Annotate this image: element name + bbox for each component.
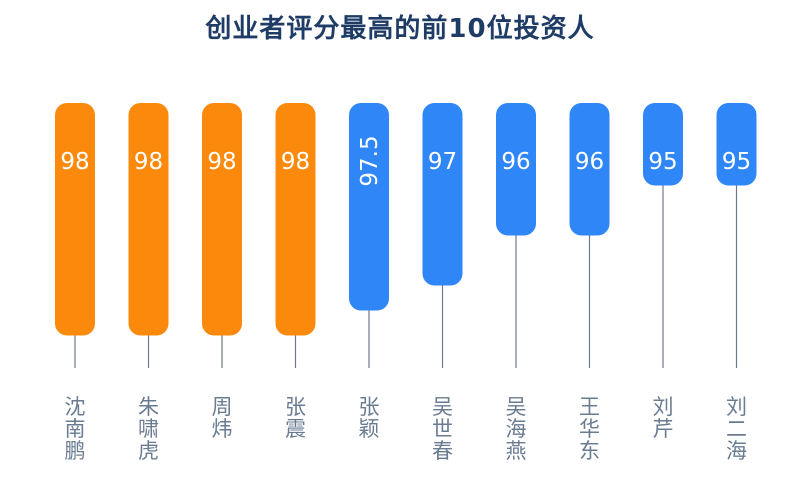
category-label: 张颖 (359, 395, 380, 441)
bar (569, 103, 610, 236)
category-label: 张震 (285, 395, 306, 441)
category-label: 刘芹 (653, 395, 674, 441)
category-label: 朱啸虎 (138, 395, 159, 463)
category-label: 吴海燕 (506, 395, 527, 463)
chart-title: 创业者评分最高的前10位投资人 (205, 14, 595, 44)
bar (422, 103, 463, 286)
bar (716, 103, 757, 186)
bar-value-label: 98 (281, 149, 310, 175)
bar (349, 103, 389, 311)
category-label: 刘二海 (726, 395, 747, 463)
bar-value-label: 98 (60, 149, 89, 175)
category-label: 王华东 (579, 395, 600, 463)
bar (496, 103, 536, 236)
bar (55, 103, 95, 336)
bar-value-label: 95 (722, 149, 751, 175)
bar (275, 103, 316, 336)
category-label: 沈南鹏 (65, 395, 86, 463)
bar-value-label: 96 (575, 149, 604, 175)
bar-value-label: 97.5 (357, 135, 383, 186)
category-label: 吴世春 (432, 395, 453, 463)
bar (202, 103, 242, 336)
bar-value-label: 97 (428, 149, 457, 175)
bar-value-label: 95 (648, 149, 677, 175)
category-label: 周炜 (212, 395, 233, 441)
bar (128, 103, 169, 336)
bar-value-label: 98 (207, 149, 236, 175)
bar (643, 103, 683, 186)
bar-value-label: 98 (134, 149, 163, 175)
bar-value-label: 96 (501, 149, 530, 175)
